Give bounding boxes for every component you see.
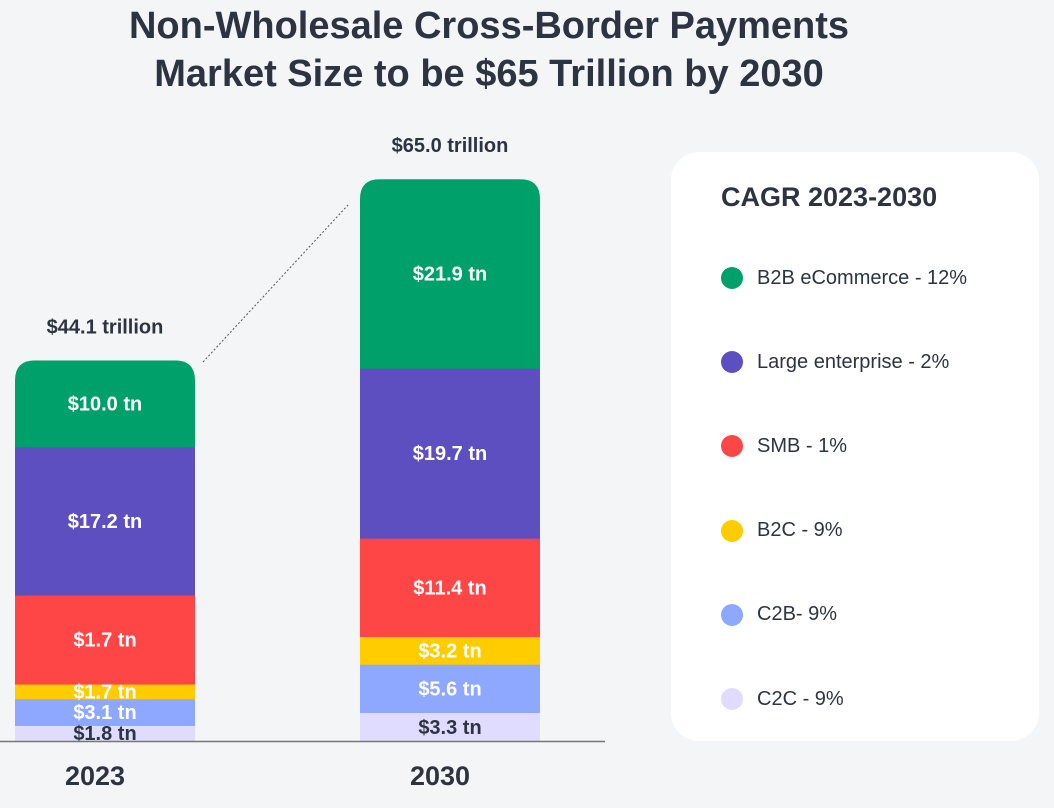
- total-label: $65.0 trillion: [392, 135, 509, 157]
- bar-segment-large-enterprise: [360, 368, 540, 539]
- legend-label: B2C - 9%: [757, 519, 843, 542]
- title-line-2: Market Size to be $65 Trillion by 2030: [154, 53, 824, 95]
- legend-item: B2C - 9%: [721, 518, 843, 544]
- bar-segment-b2b-ecommerce: [15, 360, 195, 448]
- legend-label: C2C - 9%: [757, 687, 844, 710]
- data-label: $3.1 tn: [73, 702, 136, 724]
- data-label: $10.0 tn: [68, 394, 142, 416]
- bar-segment-smb: [360, 538, 540, 638]
- total-label: $44.1 trillion: [47, 316, 164, 338]
- legend-dot-icon: [721, 435, 743, 458]
- legend-dot-icon: [721, 351, 743, 374]
- legend-label: C2B- 9%: [757, 603, 838, 626]
- data-label: $11.4 tn: [413, 577, 486, 599]
- data-label: $1.7 tn: [73, 681, 136, 703]
- data-label: $19.7 tn: [413, 443, 487, 465]
- bar-segment-c2c: [15, 725, 195, 741]
- legend-label: SMB - 1%: [757, 434, 848, 457]
- legend-item: C2C - 9%: [721, 686, 844, 712]
- bar-segment-c2b: [15, 698, 195, 726]
- x-tick-label: 2023: [65, 761, 125, 791]
- bar-segment-b2b-ecommerce: [360, 179, 540, 369]
- bar-segment-c2b: [360, 664, 540, 714]
- bar-segment-c2c: [360, 712, 540, 741]
- bar-segment-smb: [15, 595, 195, 685]
- legend-card: CAGR 2023-2030 B2B eCommerce - 12% Large …: [671, 152, 1039, 741]
- chart-title: Non-Wholesale Cross-Border Payments Mark…: [0, 2, 978, 98]
- legend-title: CAGR 2023-2030: [721, 182, 938, 212]
- bar-2030: [360, 179, 540, 741]
- legend-dot-icon: [721, 603, 743, 626]
- data-label: $3.2 tn: [418, 640, 481, 662]
- data-label: $5.6 tn: [418, 678, 481, 700]
- x-tick-label: 2030: [410, 761, 470, 791]
- legend-item: C2B- 9%: [721, 602, 837, 628]
- bar-segment-large-enterprise: [15, 446, 195, 596]
- legend-item: B2B eCommerce - 12%: [721, 265, 967, 291]
- legend-label: Large enterprise - 2%: [757, 350, 950, 373]
- data-label: $1.7 tn: [73, 630, 136, 652]
- bar-segment-b2c: [360, 636, 540, 665]
- stacked-bar-chart: $1.8 tn$3.1 tn$1.7 tn$1.7 tn$17.2 tn$10.…: [0, 135, 605, 791]
- connector-line: [202, 204, 349, 363]
- data-label: $21.9 tn: [413, 264, 487, 286]
- legend-dot-icon: [721, 267, 743, 289]
- legend-dot-icon: [721, 688, 743, 710]
- bar-segment-b2c: [15, 684, 195, 700]
- legend-item: Large enterprise - 2%: [721, 349, 949, 375]
- legend-item: SMB - 1%: [721, 433, 847, 459]
- bar-2023: [15, 360, 195, 741]
- data-label: $17.2 tn: [68, 511, 142, 533]
- legend-dot-icon: [721, 519, 743, 542]
- data-label: $1.8 tn: [73, 723, 136, 745]
- title-line-1: Non-Wholesale Cross-Border Payments: [128, 5, 850, 47]
- legend-label: B2B eCommerce - 12%: [757, 266, 968, 289]
- data-label: $3.3 tn: [418, 717, 481, 739]
